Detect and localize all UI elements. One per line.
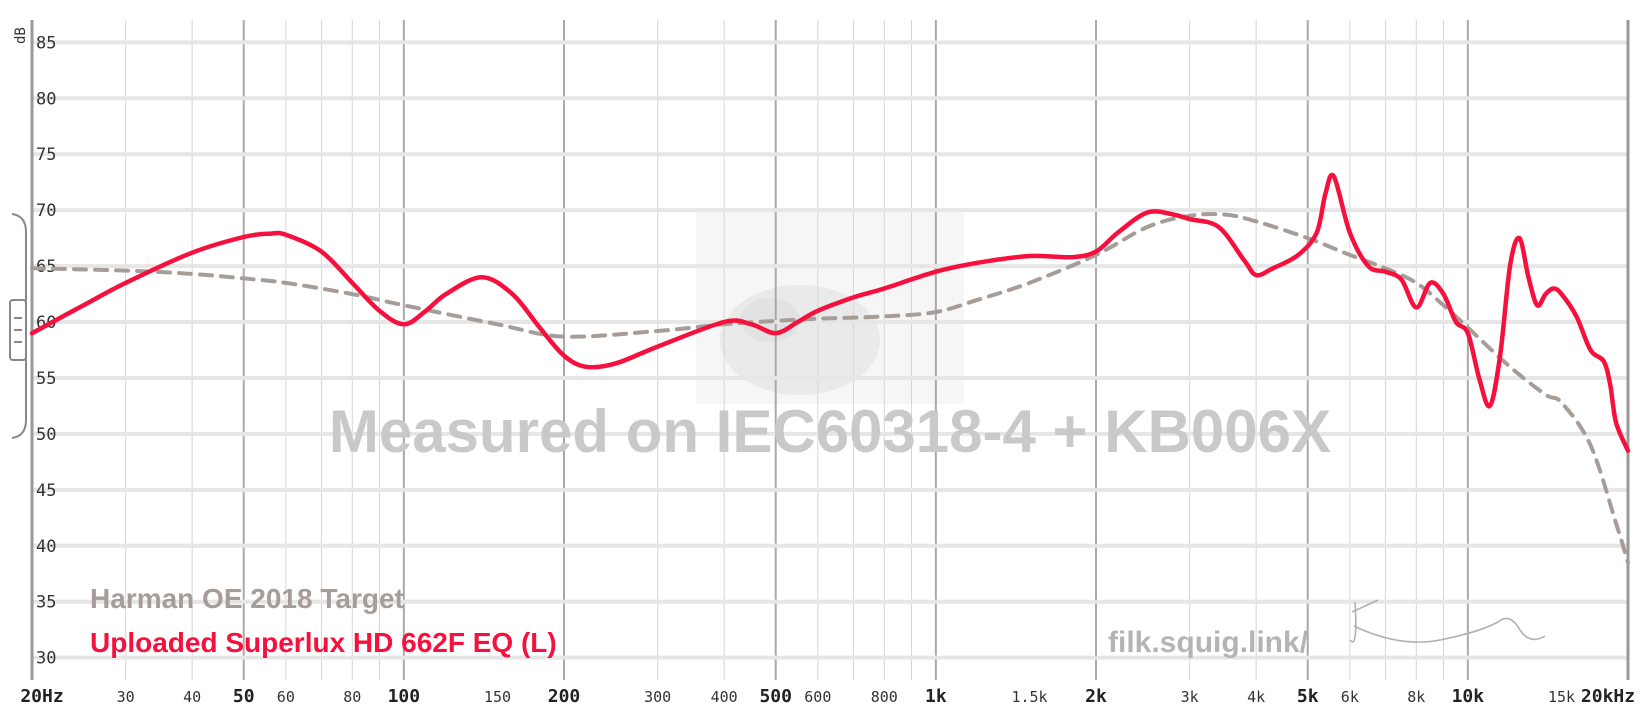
x-tick-label: 15k <box>1548 688 1575 706</box>
x-tick-label: 60 <box>277 688 295 706</box>
x-tick-label: 100 <box>388 686 421 707</box>
x-tick-label: 150 <box>484 688 511 706</box>
x-tick-label: 20kHz <box>1581 686 1635 707</box>
series-layer <box>29 172 1631 565</box>
x-tick-label: 10k <box>1452 686 1485 707</box>
y-tick-label: 45 <box>36 481 56 501</box>
legend-entry: Uploaded Superlux HD 662F EQ (L) <box>90 627 557 658</box>
site-credit: filk.squig.link/ <box>1108 626 1309 659</box>
y-tick-label: 40 <box>36 537 56 557</box>
x-tick-label: 3k <box>1181 688 1199 706</box>
y-tick-label: 65 <box>36 257 56 277</box>
x-tick-label: 200 <box>548 686 581 707</box>
x-tick-label: 500 <box>759 686 792 707</box>
x-tick-label: 80 <box>343 688 361 706</box>
y-tick-label: 30 <box>36 649 56 669</box>
minor-gridlines <box>31 20 1629 680</box>
x-tick-label: 6k <box>1341 688 1359 706</box>
x-axis-ticks: 20Hz 30 40 50 60 80 100 150 200 300 400 500 600 800 1k… <box>20 686 1635 707</box>
background-photo <box>696 212 964 404</box>
x-tick-label: 30 <box>117 688 135 706</box>
y-tick-label: 70 <box>36 201 56 221</box>
x-tick-label: 4k <box>1247 688 1265 706</box>
x-tick-label: 400 <box>711 688 738 706</box>
y-axis-unit: dB <box>13 27 29 44</box>
x-tick-label: 50 <box>233 686 255 707</box>
x-tick-label: 1k <box>925 686 947 707</box>
y-tick-label: 75 <box>36 145 56 165</box>
y-tick-label: 85 <box>36 33 56 53</box>
y-tick-label: 50 <box>36 425 56 445</box>
x-tick-label: 20Hz <box>20 686 63 707</box>
y-tick-label: 55 <box>36 369 56 389</box>
horizontal-gridlines <box>32 40 1628 660</box>
x-tick-label: 300 <box>644 688 671 706</box>
axis-lines <box>30 20 1630 680</box>
series-line-2 <box>29 172 1631 453</box>
x-tick-label: 600 <box>804 688 831 706</box>
y-tick-label: 80 <box>36 89 56 109</box>
watermark-text: Measured on IEC60318-4 + KB006X <box>329 398 1331 465</box>
y-scale-handle[interactable] <box>9 213 27 439</box>
x-tick-label: 8k <box>1407 688 1425 706</box>
x-tick-label: 800 <box>871 688 898 706</box>
y-tick-label: 35 <box>36 593 56 613</box>
x-tick-label: 5k <box>1297 686 1319 707</box>
x-tick-label: 2k <box>1085 686 1107 707</box>
x-tick-label: 40 <box>183 688 201 706</box>
x-tick-label: 1.5k <box>1011 688 1047 706</box>
legend-entry: Harman OE 2018 Target <box>90 583 404 614</box>
signature-logo <box>1349 599 1546 643</box>
legend: Harman OE 2018 Target Uploaded Superlux H… <box>90 583 557 658</box>
